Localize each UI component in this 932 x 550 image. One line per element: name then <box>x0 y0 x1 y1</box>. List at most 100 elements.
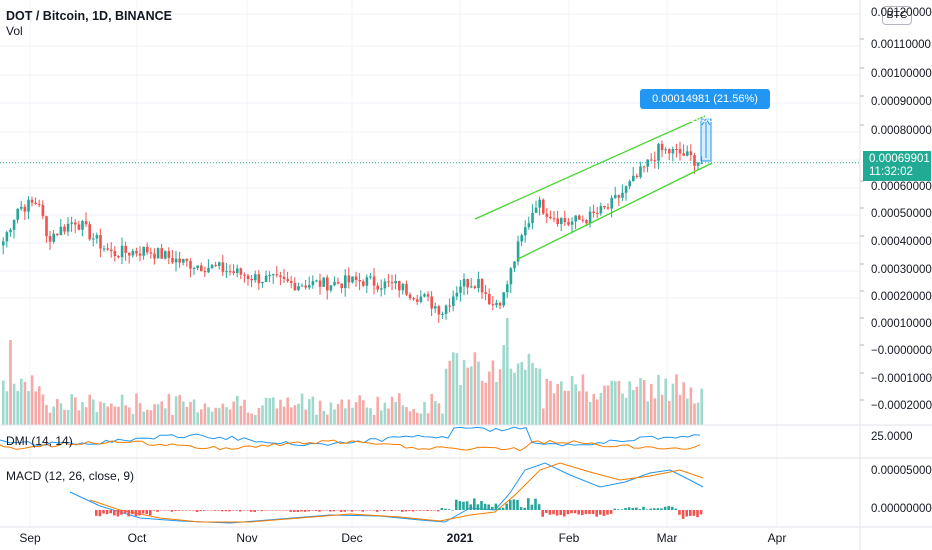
candle-body <box>696 163 700 166</box>
volume-bar <box>416 412 419 425</box>
macd-histogram-bar <box>620 509 624 511</box>
macd-histogram-bar <box>534 498 537 510</box>
macd-histogram-bar <box>206 510 210 511</box>
volume-bar <box>380 410 383 425</box>
dmi-indicator-label[interactable]: DMI (14, 14) <box>6 434 73 448</box>
candle-body <box>210 264 214 268</box>
macd-histogram-bar <box>318 510 321 512</box>
volume-bar <box>156 404 160 425</box>
macd-histogram-bar <box>383 510 386 512</box>
volume-bar <box>606 385 610 425</box>
candle-body <box>207 267 210 273</box>
price-tick: 0.00080000 <box>871 125 932 137</box>
candle-body <box>297 286 300 291</box>
macd-histogram-bar <box>577 510 580 515</box>
candle-body <box>156 248 160 259</box>
volume-bar <box>624 397 628 425</box>
volume-bar <box>2 380 5 425</box>
volume-bar <box>470 366 473 425</box>
dmi-pane <box>0 426 701 452</box>
measure-tool-label[interactable]: 0.00014981 (21.56%) 14981 <box>640 89 770 125</box>
candle-body <box>495 302 498 306</box>
volume-bar <box>344 408 347 425</box>
volume-bar <box>178 394 181 425</box>
volume-bar <box>336 404 340 425</box>
macd-histogram-bar <box>419 510 422 511</box>
volume-bar <box>635 386 639 425</box>
macd-histogram-bar <box>393 510 397 511</box>
volume-bar <box>120 394 124 425</box>
macd-histogram-bar <box>541 510 544 517</box>
macd-histogram-bar <box>699 510 703 515</box>
candle-body <box>369 276 372 278</box>
macd-histogram-bar <box>581 510 584 516</box>
candle-body <box>362 281 365 286</box>
volume-bar <box>675 374 678 425</box>
candle-body <box>333 281 336 286</box>
macd-histogram-bar <box>631 507 634 510</box>
volume-bar <box>164 408 167 425</box>
candle-body <box>318 280 322 287</box>
macd-histogram-bar <box>509 500 512 510</box>
candle-body <box>693 155 696 166</box>
candlesticks <box>2 140 703 323</box>
macd-histogram-bar <box>246 510 249 511</box>
volume-bar <box>326 414 329 425</box>
macd-histogram-bar <box>105 510 109 515</box>
volume-indicator-label[interactable]: Vol <box>6 24 23 38</box>
macd-histogram-bar <box>314 510 318 511</box>
volume-bar <box>513 372 516 425</box>
candle-body <box>552 218 556 220</box>
macd-histogram-bar <box>177 510 181 511</box>
macd-histogram-bar <box>681 510 685 519</box>
candle-body <box>254 274 257 281</box>
volume-bar <box>52 406 55 425</box>
candle-body <box>59 226 63 236</box>
volume-bar <box>48 412 52 425</box>
volume-bar <box>329 402 333 425</box>
macd-histogram-bar <box>332 510 336 512</box>
macd-histogram-bar <box>188 510 192 511</box>
macd-histogram-bar <box>221 510 224 512</box>
candle-body <box>272 274 275 276</box>
macd-histogram-bar <box>390 510 393 511</box>
macd-indicator-label[interactable]: MACD (12, 26, close, 9) <box>6 469 135 483</box>
macd-histogram-bar <box>523 507 526 510</box>
macd-histogram-bar <box>649 508 652 510</box>
volume-bar <box>462 360 466 425</box>
candle-body <box>66 223 70 232</box>
measure-tool-arrowhead <box>701 118 711 126</box>
macd-histogram-bar <box>257 510 260 511</box>
volume-bar <box>585 391 588 425</box>
candle-body <box>171 258 174 263</box>
macd-histogram-bar <box>429 510 433 511</box>
volume-bar <box>412 408 415 425</box>
volume-bar <box>480 380 484 425</box>
volume-bar <box>693 403 696 425</box>
volume-bar <box>221 403 225 425</box>
candle-body <box>466 279 469 288</box>
candle-body <box>84 221 88 225</box>
volume-bar <box>448 360 451 425</box>
macd-histogram-bar <box>145 510 148 515</box>
macd-histogram-bar <box>671 506 674 510</box>
volume-bar <box>315 414 318 425</box>
dmi-plus-line <box>0 426 701 447</box>
macd-histogram-bar <box>167 510 170 511</box>
candle-body <box>563 218 567 223</box>
candle-body <box>153 253 156 259</box>
candle-body <box>477 278 480 289</box>
volume-bar <box>484 382 487 425</box>
symbol-title[interactable]: DOT / Bitcoin, 1D, BINANCE <box>6 9 172 23</box>
currency-badge[interactable]: BTC <box>882 6 912 25</box>
volume-bar <box>203 403 207 425</box>
volume-bar <box>128 407 131 425</box>
volume-bar <box>423 402 426 425</box>
candle-body <box>293 282 297 291</box>
candle-body <box>113 251 117 257</box>
macd-histogram-bar <box>627 507 631 510</box>
volume-bar <box>196 412 199 425</box>
macd-histogram-bar <box>289 510 292 512</box>
candle-body <box>142 246 145 256</box>
